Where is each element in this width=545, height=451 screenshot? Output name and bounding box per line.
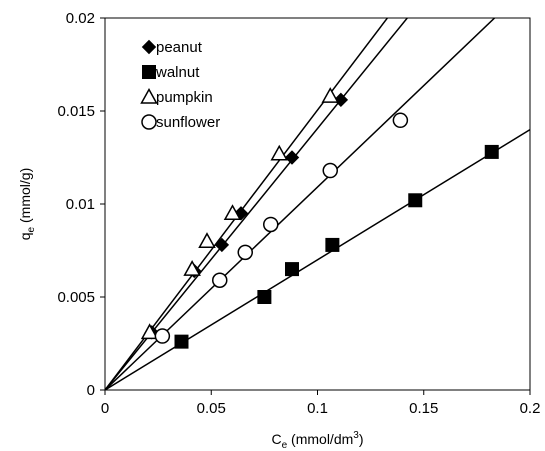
legend-marker-pumpkin [140,87,158,104]
point-walnut [408,193,423,208]
legend-label-pumpkin: pumpkin [156,89,213,106]
y-tick-label: 0.015 [57,103,95,120]
point-peanut [214,237,230,253]
fit-lines [105,18,530,390]
x-tick-label: 0.05 [197,400,226,417]
point-pumpkin [321,87,340,103]
y-tick-label: 0.01 [66,196,95,213]
x-tick-label: 0.15 [409,400,438,417]
point-pumpkin [140,323,159,340]
point-pumpkin [223,204,242,221]
fit-line-walnut [105,128,530,390]
point-sunflower [263,216,279,233]
fit-line-pumpkin [105,18,389,390]
x-axis-title: Ce (mmol/dm3) [271,430,363,451]
y-axis-title: qe (mmol/g) [17,168,37,240]
point-peanut [284,150,300,165]
point-walnut [325,237,340,252]
fit-line-sunflower [105,18,496,390]
point-pumpkin [198,232,216,248]
point-sunflower [212,272,228,289]
y-tick-label: 0 [87,382,95,399]
y-tick-label: 0.005 [57,289,95,306]
point-pumpkin [270,144,289,161]
legend-label-walnut: walnut [155,64,200,81]
legend-label-peanut: peanut [156,39,203,56]
point-sunflower [154,328,171,344]
point-walnut [484,144,499,159]
legend-marker-peanut [141,39,157,55]
fit-line-peanut [105,18,409,390]
point-sunflower [322,162,338,179]
legend-marker-sunflower [141,114,157,130]
point-peanut [333,92,349,108]
point-sunflower [392,112,409,129]
point-sunflower [237,244,253,261]
x-tick-label: 0 [101,400,109,417]
y-tick-label: 0.02 [66,10,95,27]
x-tick-label: 0.2 [520,400,541,417]
point-walnut [257,290,272,304]
point-pumpkin [183,260,201,276]
axis-ticks: 0 0.05 0.1 0.15 0.2 0 0.005 0.01 0.015 0.02 [57,10,540,417]
data-points [140,87,499,349]
x-tick-label: 0.1 [307,400,328,417]
legend: peanut walnut pumpkin sunflower [140,39,220,131]
point-walnut [174,334,189,349]
legend-label-sunflower: sunflower [156,114,220,131]
legend-marker-walnut [142,65,156,79]
point-walnut [285,262,299,277]
